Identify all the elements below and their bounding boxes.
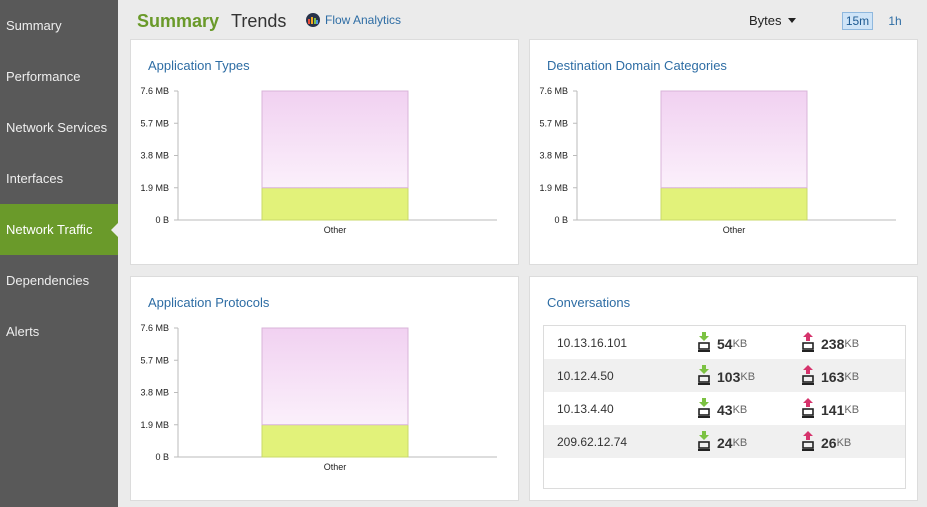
x-tick-label: Other <box>723 225 746 235</box>
upload-unit: KB <box>844 338 860 350</box>
x-tick-label: Other <box>324 462 347 472</box>
y-tick-label: 0 B <box>155 452 169 462</box>
panel-title: Application Types <box>148 58 250 73</box>
upload-value: 163 <box>821 369 845 385</box>
unit-select-label: Bytes <box>749 13 782 28</box>
y-tick-label: 3.8 MB <box>539 151 568 161</box>
download-stat: 43 KB <box>697 398 747 422</box>
application-protocols-chart: 0 B 1.9 MB 3.8 MB 5.7 MB 7.6 MB Other <box>140 323 497 472</box>
download-stat: 54 KB <box>697 332 747 356</box>
download-value: 24 <box>717 435 733 451</box>
y-tick-label: 7.6 MB <box>140 86 169 96</box>
upload-stat: 26 KB <box>801 431 851 455</box>
bar-segment-upper[interactable] <box>261 327 409 426</box>
destination-domain-categories-chart: 0 B 1.9 MB 3.8 MB 5.7 MB 7.6 MB Other <box>539 86 896 235</box>
y-tick-label: 5.7 MB <box>539 118 568 128</box>
y-tick-label: 7.6 MB <box>539 86 568 96</box>
upload-stat: 141 KB <box>801 398 859 422</box>
sidebar-item-network-traffic[interactable]: Network Traffic <box>0 204 119 255</box>
y-tick-label: 1.9 MB <box>539 183 568 193</box>
download-computer-icon <box>697 365 711 389</box>
y-tick-label: 7.6 MB <box>140 323 169 333</box>
upload-computer-icon <box>801 398 815 422</box>
panel-title: Application Protocols <box>148 295 270 310</box>
y-tick-label: 1.9 MB <box>140 420 169 430</box>
upload-computer-icon <box>801 365 815 389</box>
sidebar-item-performance[interactable]: Performance <box>6 69 81 84</box>
conversation-ip: 10.12.4.50 <box>557 369 614 383</box>
panel-title: Conversations <box>547 295 631 310</box>
download-stat: 24 KB <box>697 431 747 455</box>
bar-segment-upper[interactable] <box>261 90 409 189</box>
y-tick-label: 1.9 MB <box>140 183 169 193</box>
panel-title: Destination Domain Categories <box>547 58 727 73</box>
conversation-ip: 10.13.16.101 <box>557 336 628 350</box>
x-tick-label: Other <box>324 225 347 235</box>
download-value: 103 <box>717 369 741 385</box>
conversations-panel: Conversations 10.13.16.101 54 KB 238 KB 10.12… <box>529 276 918 501</box>
upload-stat: 163 KB <box>801 365 859 389</box>
download-computer-icon <box>697 332 711 356</box>
y-tick-label: 5.7 MB <box>140 118 169 128</box>
download-unit: KB <box>740 371 756 383</box>
application-protocols-panel: Application Protocols 0 B 1.9 MB 3.8 MB 5.7… <box>130 276 519 501</box>
destination-domain-categories-panel: Destination Domain Categories 0 B 1.9 MB 3… <box>529 39 918 265</box>
application-types-panel: Application Types 0 B 1.9 MB 3.8 MB 5.7 MB 7… <box>130 39 519 265</box>
table-row[interactable]: 10.13.4.40 43 KB 141 KB <box>544 392 905 425</box>
download-computer-icon <box>697 431 711 455</box>
download-unit: KB <box>732 338 748 350</box>
bar-segment-lower[interactable] <box>261 187 409 221</box>
upload-computer-icon <box>801 431 815 455</box>
download-computer-icon <box>697 398 711 422</box>
bar-segment-lower[interactable] <box>261 424 409 458</box>
download-unit: KB <box>732 404 748 416</box>
flow-analytics-label: Flow Analytics <box>325 13 402 27</box>
y-tick-label: 3.8 MB <box>140 151 169 161</box>
sidebar: Summary Performance Network Services Int… <box>0 0 119 507</box>
upload-value: 141 <box>821 402 845 418</box>
sidebar-item-dependencies[interactable]: Dependencies <box>6 273 90 288</box>
download-unit: KB <box>732 437 748 449</box>
upload-computer-icon <box>801 332 815 356</box>
sidebar-item-alerts[interactable]: Alerts <box>6 324 40 339</box>
upload-unit: KB <box>844 404 860 416</box>
conversation-ip: 10.13.4.40 <box>557 402 614 416</box>
upload-value: 26 <box>821 435 837 451</box>
download-value: 43 <box>717 402 733 418</box>
flow-analytics-icon <box>306 13 320 27</box>
sidebar-item-interfaces[interactable]: Interfaces <box>6 171 64 186</box>
y-tick-label: 3.8 MB <box>140 388 169 398</box>
upload-unit: KB <box>844 371 860 383</box>
upload-stat: 238 KB <box>801 332 859 356</box>
y-tick-label: 0 B <box>155 215 169 225</box>
y-tick-label: 0 B <box>554 215 568 225</box>
bar-segment-lower[interactable] <box>660 187 808 221</box>
upload-unit: KB <box>836 437 852 449</box>
bar-segment-upper[interactable] <box>660 90 808 189</box>
time-range-15m-button[interactable]: 15m <box>842 12 873 30</box>
conversation-ip: 209.62.12.74 <box>557 435 628 449</box>
table-row[interactable]: 10.12.4.50 103 KB 163 KB <box>544 359 905 392</box>
header: Summary Trends Flow Analytics Bytes 15m … <box>118 0 927 40</box>
y-tick-label: 5.7 MB <box>140 355 169 365</box>
download-stat: 103 KB <box>697 365 755 389</box>
sidebar-item-network-services[interactable]: Network Services <box>6 120 108 135</box>
tab-summary[interactable]: Summary <box>137 11 220 31</box>
table-row[interactable]: 209.62.12.74 24 KB 26 KB <box>544 425 905 458</box>
download-value: 54 <box>717 336 733 352</box>
flow-analytics-link[interactable]: Flow Analytics <box>306 13 401 27</box>
application-types-chart: 0 B 1.9 MB 3.8 MB 5.7 MB 7.6 MB Other <box>140 86 497 235</box>
conversations-table: 10.13.16.101 54 KB 238 KB 10.12.4.50 103 KB 163 K… <box>543 325 906 489</box>
tab-trends[interactable]: Trends <box>231 11 287 31</box>
chevron-down-icon <box>787 18 796 23</box>
time-range-1h-button[interactable]: 1h <box>888 14 902 28</box>
sidebar-item-summary[interactable]: Summary <box>6 18 62 33</box>
table-row[interactable]: 10.13.16.101 54 KB 238 KB <box>544 326 905 359</box>
unit-select[interactable]: Bytes <box>749 13 796 28</box>
upload-value: 238 <box>821 336 845 352</box>
